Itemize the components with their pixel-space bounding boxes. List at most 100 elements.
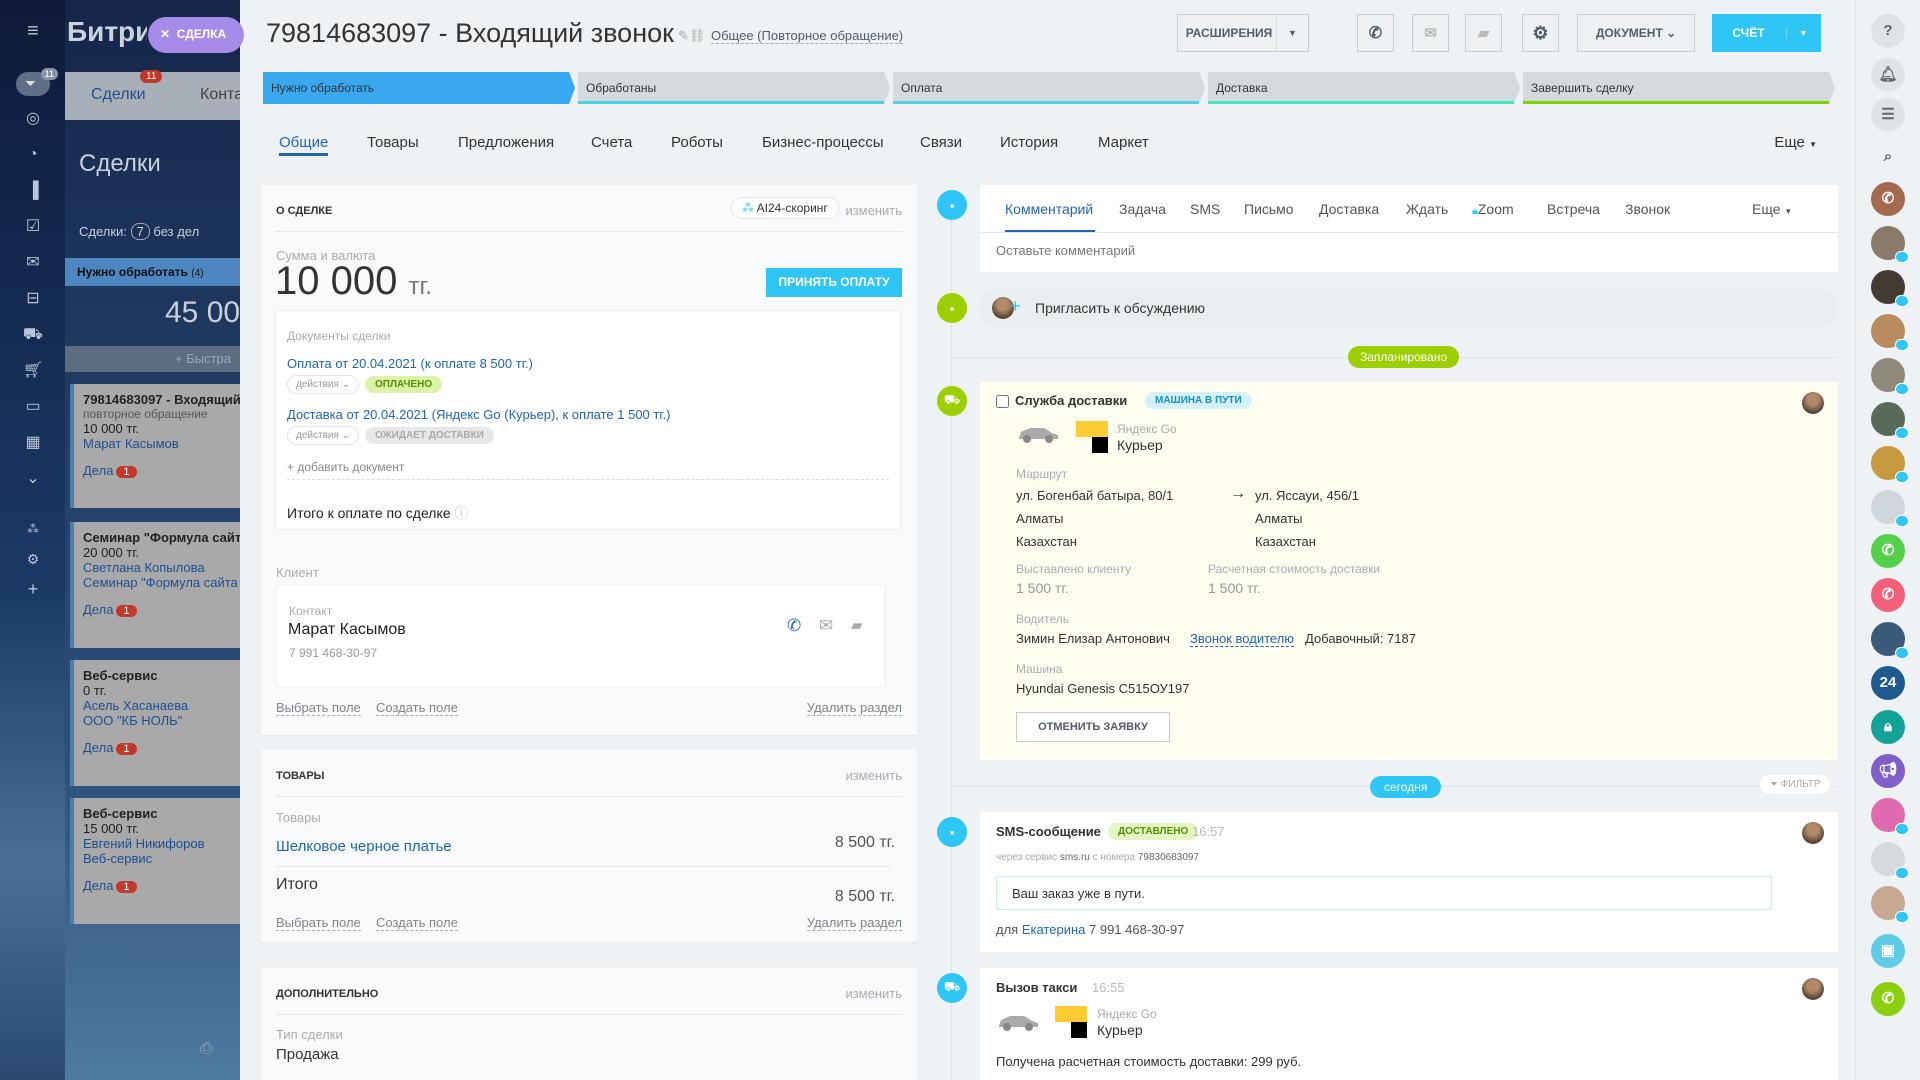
extensions-button[interactable]: РАСШИРЕНИЯ ▼ [1177,14,1309,52]
ai-scoring-button[interactable]: ⁂ AI24-скоринг [731,197,839,219]
tabs-more[interactable]: Еще ▼ [1774,134,1817,151]
call-icon[interactable]: ✆ [787,616,802,635]
editor-tab-4[interactable]: Письмо [1244,201,1294,217]
tab-1[interactable]: Общие [279,134,329,151]
lock-icon[interactable]: 🔒︎ [1871,710,1905,744]
editor-tab-5[interactable]: Доставка [1319,201,1380,217]
chat-button[interactable]: ▰ [1465,14,1502,52]
document-button[interactable]: ДОКУМЕНТ ⌄ [1577,14,1695,52]
robot-icon[interactable]: ⊟ [26,290,40,307]
complete-checkbox[interactable] [996,395,1009,408]
stage-4[interactable]: Доставка [1208,72,1520,104]
editor-tab-6[interactable]: Ждать [1406,201,1449,217]
megaphone-icon[interactable]: 📢︎ [1871,754,1905,788]
chat-avatar[interactable] [1871,358,1909,395]
recipient-link[interactable]: Екатерина [1021,922,1086,937]
chat-avatar[interactable] [1871,490,1909,527]
tab-8[interactable]: История [1000,134,1059,151]
chat-avatar[interactable] [1871,226,1909,263]
edit-link[interactable]: изменить [845,203,902,218]
bell-icon[interactable]: 🔔︎ [1871,58,1905,92]
editor-tab-8[interactable]: Встреча [1547,201,1600,217]
chat-icon[interactable]: ▰ [851,617,863,634]
product-link[interactable]: Шелковое черное платье [276,838,452,855]
tab-9[interactable]: Маркет [1098,134,1149,151]
stage-2[interactable]: Обработаны [578,72,890,104]
avatar[interactable] [1802,822,1824,844]
editor-tab-9[interactable]: Звонок [1625,201,1671,217]
printer-icon[interactable]: ⎙ [200,1040,213,1057]
edit-link[interactable]: изменить [845,986,902,1001]
editor-tab-1[interactable]: Комментарий [1005,201,1094,217]
stage-5[interactable]: Завершить сделку [1523,72,1835,104]
avatar[interactable] [1802,978,1824,1000]
chat-avatar[interactable] [1871,446,1909,483]
gear-icon[interactable]: ⚙ [26,551,40,567]
mail-icon[interactable]: ✉ [26,254,40,271]
call-driver-link[interactable]: Звонок водителю [1190,631,1295,647]
edit-link[interactable]: изменить [845,768,902,783]
create-field-link[interactable]: Создать поле [376,700,458,716]
delete-section-link[interactable]: Удалить раздел [806,700,902,716]
chat-avatar[interactable] [1871,402,1909,439]
menu-icon[interactable]: ≡ [27,20,39,42]
target-icon[interactable]: ◎ [26,110,40,127]
filter-button[interactable]: ⏷ ФИЛЬТР [1760,775,1831,794]
kanban-card[interactable]: Веб-сервис 0 тг. Асель Хасанаева ООО "КБ НО… [70,660,240,786]
chat-avatar[interactable] [1871,798,1909,835]
quick-add-button[interactable]: + Быстра [65,346,240,372]
invoice-button[interactable]: СЧЁТ ▼ [1712,14,1821,52]
call-icon[interactable]: ✆ [1871,578,1905,612]
call-icon[interactable]: ✆ [1871,182,1905,216]
messages-icon[interactable]: ☰ [1871,98,1905,132]
editor-tab-7[interactable]: 🔒︎Zoom [1472,201,1514,217]
call-icon[interactable]: ✆ [1871,534,1905,568]
tab-deals[interactable]: Сделки [91,86,146,103]
tab-2[interactable]: Товары [367,134,419,151]
kanban-card[interactable]: 79814683097 - Входящий повторное обращени… [70,384,240,508]
add-document-link[interactable]: + добавить документ [287,460,405,474]
filter-icon[interactable]: ⏷ 11 [16,68,58,96]
chat-avatar[interactable] [1871,270,1909,307]
edit-pencil-icon[interactable]: ✎⛓ [678,28,706,43]
tab-3[interactable]: Предложения [458,134,555,151]
editor-more[interactable]: Еще ▼ [1752,201,1793,217]
clock-icon[interactable]: ◔ [28,146,38,163]
tab-6[interactable]: Бизнес-процессы [762,134,884,151]
phone-button[interactable]: ✆ [1357,14,1394,52]
contact-name[interactable]: Марат Касымов [288,621,406,638]
tasks-icon[interactable]: ☑ [25,218,41,235]
editor-tab-3[interactable]: SMS [1190,201,1221,217]
close-slider-button[interactable]: ✕ СДЕЛКА [148,17,244,53]
settings-button[interactable]: ⚙ [1522,14,1559,52]
kanban-card[interactable]: Семинар "Формула сайт 20 000 тг. Светлана … [70,522,240,648]
comment-input[interactable]: Оставьте комментарий [996,243,1136,258]
delete-section-link[interactable]: Удалить раздел [806,915,902,931]
calendar-icon[interactable]: ▭ [25,398,41,415]
invite-to-discussion[interactable]: + Пригласить к обсуждению [980,288,1838,328]
delivery-icon[interactable]: ⛟ [22,326,44,343]
chart-icon[interactable]: ▐ [27,182,39,199]
document-link[interactable]: Оплата от 20.04.2021 (к оплате 8 500 тг.… [287,356,533,371]
tab-contacts[interactable]: Конта [200,86,240,103]
editor-tab-2[interactable]: Задача [1119,201,1166,217]
chat-avatar[interactable] [1871,842,1909,879]
actions-dropdown[interactable]: действия ⌄ [287,426,360,445]
search-icon[interactable]: ⌕ [1883,148,1893,165]
category-selector[interactable]: Общее (Повторное обращение) [711,28,904,44]
email-icon[interactable]: ✉ [819,616,834,635]
stage-1[interactable]: Нужно обработать [263,72,575,104]
sitemap-icon[interactable]: ⁂ [27,522,39,536]
more-icon[interactable]: ⌄ [26,470,40,487]
accept-payment-button[interactable]: ПРИНЯТЬ ОПЛАТУ [766,268,902,297]
cart-icon[interactable]: 🛒︎ [22,362,44,379]
document-link[interactable]: Доставка от 20.04.2021 (Яндекс Go (Курье… [287,407,671,422]
create-field-link[interactable]: Создать поле [376,915,458,931]
actions-dropdown[interactable]: действия ⌄ [287,375,360,394]
avatar[interactable] [1802,392,1824,414]
chat-avatar[interactable] [1871,886,1909,923]
tab-4[interactable]: Счета [591,134,633,151]
counter[interactable]: 24 [1871,666,1905,700]
select-field-link[interactable]: Выбрать поле [276,700,361,716]
call-icon[interactable]: ✆ [1871,982,1905,1016]
